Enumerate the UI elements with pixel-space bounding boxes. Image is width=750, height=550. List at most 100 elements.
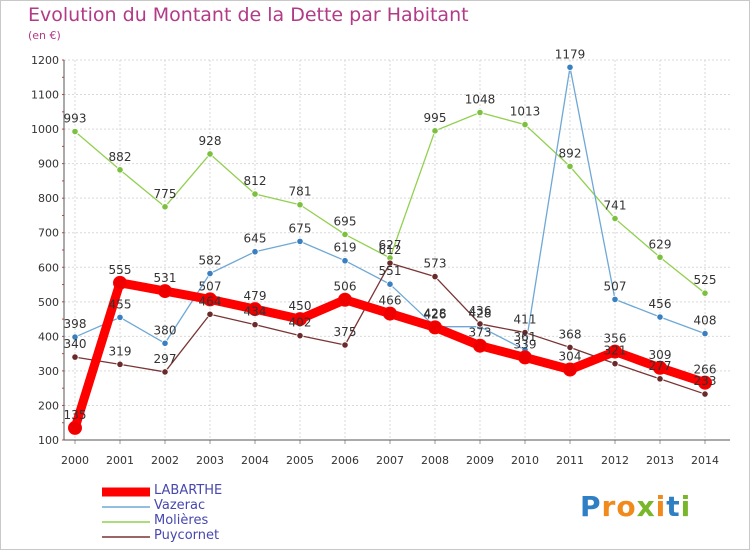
data-label: 781 <box>289 185 312 199</box>
data-point <box>251 321 259 329</box>
data-point <box>341 257 349 265</box>
axes: 100 200 300 400 500 600 700 800 900 1000 1100 1200 2… <box>31 54 730 467</box>
data-point <box>476 108 484 117</box>
data-point <box>611 214 619 223</box>
data-point <box>206 150 214 158</box>
series-layer <box>68 63 712 435</box>
data-label: 319 <box>109 344 132 358</box>
logo-letter: x <box>636 490 656 523</box>
data-label: 375 <box>334 325 357 339</box>
data-point <box>611 360 619 368</box>
data-label: 695 <box>334 214 357 228</box>
data-label: 531 <box>154 271 177 285</box>
data-point <box>428 320 442 335</box>
data-point <box>473 338 487 353</box>
data-point <box>71 353 79 361</box>
data-label: 507 <box>604 279 627 293</box>
data-point <box>521 328 529 337</box>
data-point <box>206 310 214 318</box>
data-label: 408 <box>694 314 717 328</box>
data-label: 627 <box>379 238 402 252</box>
data-point <box>71 127 79 136</box>
data-label: 1048 <box>465 93 496 107</box>
logo-letter: i <box>655 490 667 523</box>
data-label: 450 <box>289 299 312 313</box>
data-point <box>68 420 82 435</box>
data-point <box>206 269 214 278</box>
data-point <box>563 362 577 377</box>
data-label: 297 <box>154 352 177 366</box>
data-label: 428 <box>424 307 447 321</box>
data-label: 555 <box>109 263 132 277</box>
data-label: 993 <box>64 112 87 126</box>
legend-label: Puycornet <box>154 528 220 543</box>
logo-letter: r <box>601 490 617 523</box>
data-point <box>608 344 622 359</box>
y-tick-label: 1200 <box>31 54 59 67</box>
data-point <box>431 272 439 281</box>
x-tick-label: 2008 <box>421 454 449 467</box>
data-label: 619 <box>334 241 357 255</box>
x-tick-label: 2013 <box>646 454 674 467</box>
data-label: 507 <box>199 279 222 293</box>
data-label: 233 <box>694 374 717 388</box>
data-label: 426 <box>424 307 447 321</box>
data-label: 436 <box>469 304 492 318</box>
x-tick-label: 2005 <box>286 454 314 467</box>
data-point <box>161 339 169 347</box>
data-label: 741 <box>604 199 627 213</box>
data-label: 882 <box>109 150 132 164</box>
data-point <box>518 350 532 365</box>
data-point <box>158 284 172 299</box>
x-tick-label: 2002 <box>151 454 179 467</box>
chart-unit: (en €) <box>28 29 61 42</box>
data-point <box>698 375 712 390</box>
logo-letter: i <box>680 490 692 523</box>
data-point <box>383 306 397 321</box>
data-label: 612 <box>379 243 402 257</box>
data-point <box>701 329 709 338</box>
data-point <box>611 295 619 303</box>
x-tick-label: 2006 <box>331 454 359 467</box>
data-point <box>656 375 664 383</box>
data-label: 434 <box>244 305 267 319</box>
data-label: 368 <box>559 327 582 341</box>
data-label: 398 <box>64 317 87 331</box>
data-label: 361 <box>514 330 537 344</box>
data-point <box>476 320 484 328</box>
data-label: 551 <box>379 264 402 278</box>
data-label: 309 <box>649 348 672 362</box>
data-label: 340 <box>64 337 87 351</box>
data-point <box>203 292 217 307</box>
data-label: 645 <box>244 232 267 246</box>
data-point <box>296 237 304 245</box>
data-label: 402 <box>289 316 312 330</box>
legend <box>102 487 150 538</box>
x-tick-label: 2011 <box>556 454 584 467</box>
grid <box>64 59 730 441</box>
data-label: 892 <box>559 146 582 160</box>
data-point <box>116 166 124 174</box>
data-label: 339 <box>514 337 537 351</box>
data-point <box>656 313 664 321</box>
data-label: 995 <box>424 111 447 125</box>
data-label: 1013 <box>510 105 541 119</box>
data-point <box>341 230 349 239</box>
data-point <box>653 360 667 375</box>
x-tick-label: 2007 <box>376 454 404 467</box>
data-label: 928 <box>199 134 222 148</box>
data-label: 411 <box>514 313 537 327</box>
y-tick-label: 700 <box>38 227 59 240</box>
chart-title: Evolution du Montant de la Dette par Hab… <box>28 4 469 26</box>
data-point <box>116 313 124 321</box>
data-point <box>341 341 349 349</box>
logo-letter: t <box>666 490 681 523</box>
y-tick-label: 500 <box>38 296 59 309</box>
data-label: 775 <box>154 187 177 201</box>
data-label: 573 <box>424 257 447 271</box>
data-label: 479 <box>244 289 267 303</box>
data-label: 629 <box>649 237 672 251</box>
data-label: 456 <box>649 297 672 311</box>
data-label: 675 <box>289 221 312 235</box>
data-point <box>338 292 352 307</box>
